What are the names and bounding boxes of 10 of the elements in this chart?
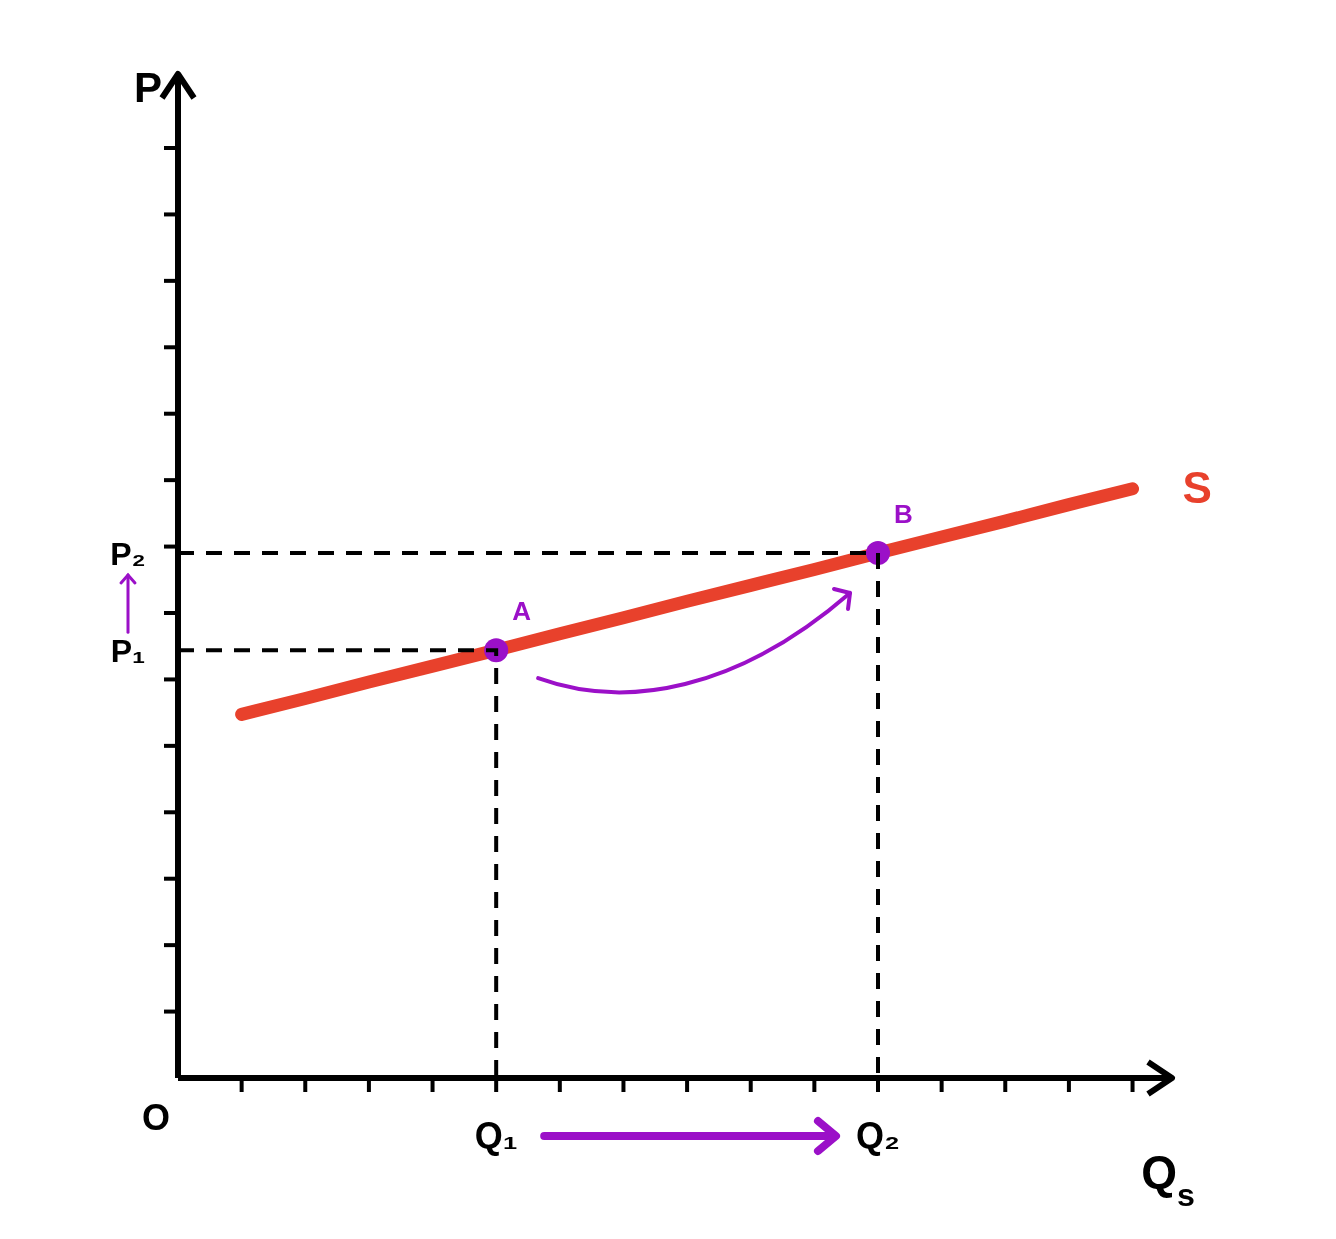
annotation: B xyxy=(894,498,913,529)
x-tick-label: Q₁ xyxy=(474,1114,518,1156)
text: P₁ xyxy=(110,633,146,670)
x-axis-title: Q$_{s}$ xyxy=(1141,1146,1195,1213)
x-tick-label: Q₂ xyxy=(856,1114,900,1156)
annotation: A xyxy=(512,596,532,627)
text: P₂ xyxy=(110,535,146,572)
text: O xyxy=(141,1097,171,1138)
text: P xyxy=(133,64,163,111)
series-label: S xyxy=(1182,462,1212,512)
